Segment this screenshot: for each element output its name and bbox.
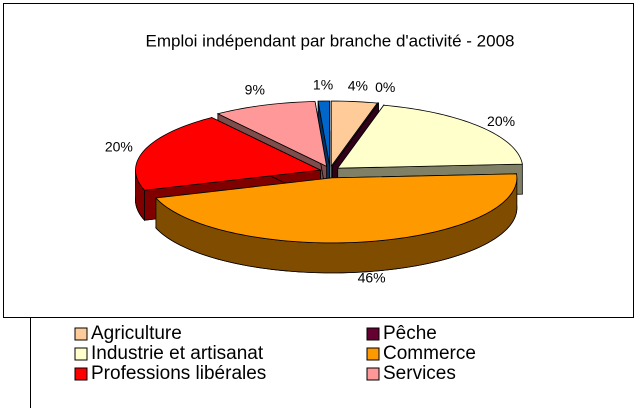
legend-label: Agriculture	[91, 323, 182, 344]
slice-top	[330, 100, 379, 168]
legend-swatch	[366, 327, 380, 341]
legend-label: Pêche	[383, 323, 437, 344]
legend-swatch	[74, 367, 88, 381]
data-label: 4%	[348, 77, 368, 93]
legend-swatch	[366, 367, 380, 381]
slice-top	[135, 117, 322, 191]
legend-swatch	[366, 347, 380, 361]
data-label: 1%	[313, 77, 333, 93]
slice-top	[216, 101, 328, 168]
data-label: 0%	[375, 79, 395, 95]
legend-swatch	[74, 327, 88, 341]
slice	[155, 173, 518, 274]
data-label: 20%	[487, 113, 515, 129]
slice-top	[332, 102, 379, 167]
chart-title: Emploi indépendant par branche d'activit…	[146, 31, 515, 50]
slice-top	[317, 100, 331, 167]
legend-label: Commerce	[383, 343, 476, 364]
pie: 4% 0% 20% 46% 20% 9% 1%	[105, 77, 523, 285]
legend: Agriculture Pêche Industrie et artisanat Co…	[74, 323, 476, 384]
data-label: 9%	[245, 81, 265, 97]
legend-label: Professions libérales	[91, 363, 266, 384]
legend-label: Services	[383, 363, 456, 384]
slice-top	[155, 173, 518, 244]
data-label: 46%	[358, 269, 386, 285]
legend-label: Industrie et artisanat	[91, 343, 264, 364]
data-label: 20%	[105, 139, 133, 155]
slice-top	[336, 104, 523, 169]
legend-swatch	[74, 347, 88, 361]
